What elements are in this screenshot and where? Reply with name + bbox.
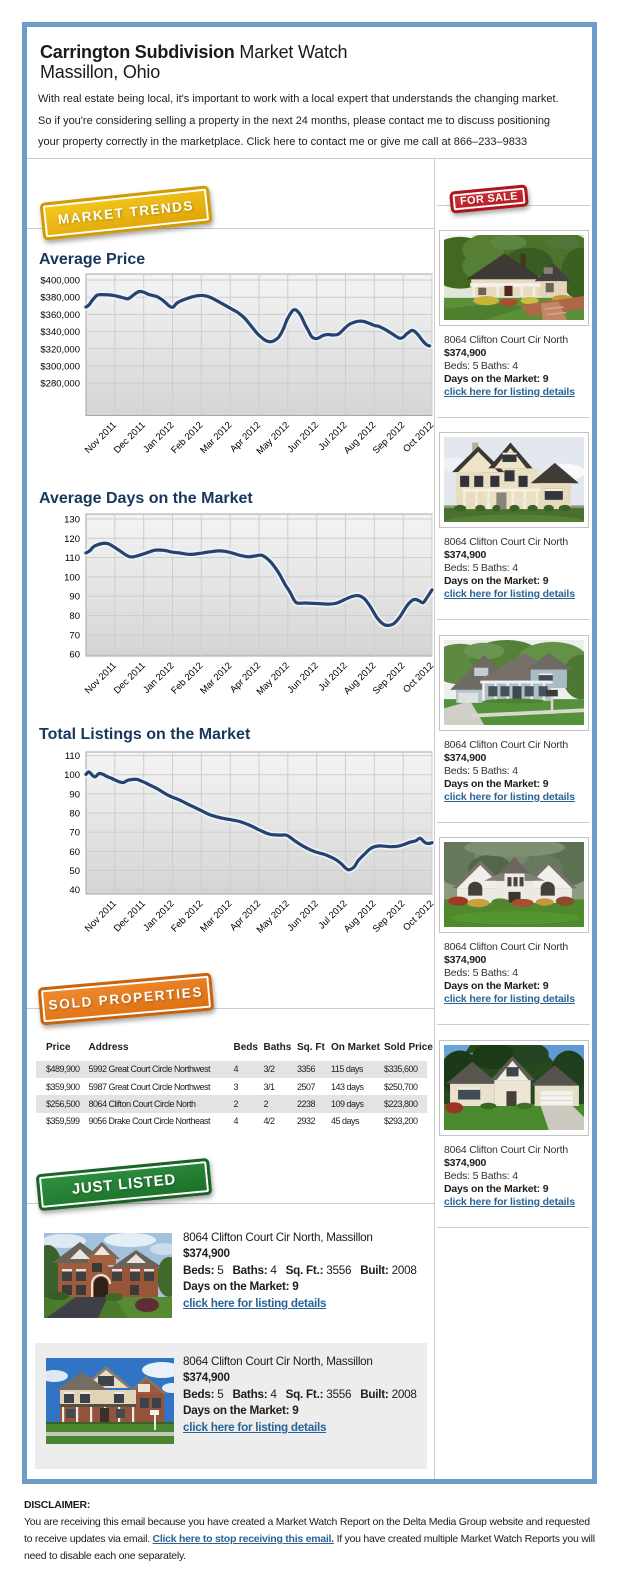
svg-text:Jun 2012: Jun 2012 <box>285 660 320 695</box>
svg-text:70: 70 <box>69 630 80 641</box>
svg-text:120: 120 <box>64 534 80 545</box>
svg-text:Oct 2012: Oct 2012 <box>401 420 436 455</box>
svg-text:Oct 2012: Oct 2012 <box>401 898 436 933</box>
svg-text:$340,000: $340,000 <box>40 327 80 338</box>
svg-text:$300,000: $300,000 <box>40 362 80 373</box>
svg-text:Sep 2012: Sep 2012 <box>371 660 408 697</box>
svg-text:$280,000: $280,000 <box>40 379 80 390</box>
svg-text:50: 50 <box>69 866 80 877</box>
svg-text:40: 40 <box>69 885 80 896</box>
svg-text:Jun 2012: Jun 2012 <box>285 898 320 933</box>
svg-text:110: 110 <box>65 751 80 762</box>
svg-text:Sep 2012: Sep 2012 <box>371 898 408 935</box>
svg-text:Mar 2012: Mar 2012 <box>198 420 234 456</box>
svg-text:60: 60 <box>69 847 80 858</box>
svg-text:60: 60 <box>69 650 80 661</box>
svg-text:Oct 2012: Oct 2012 <box>401 660 436 695</box>
svg-text:Dec 2011: Dec 2011 <box>112 898 148 934</box>
svg-text:100: 100 <box>64 770 80 781</box>
svg-text:Dec 2011: Dec 2011 <box>112 420 148 456</box>
svg-text:110: 110 <box>65 553 80 564</box>
svg-text:$360,000: $360,000 <box>40 310 80 321</box>
svg-text:90: 90 <box>69 592 80 603</box>
svg-text:70: 70 <box>69 828 80 839</box>
svg-text:Sep 2012: Sep 2012 <box>371 420 408 457</box>
svg-text:$380,000: $380,000 <box>40 293 80 304</box>
svg-text:Mar 2012: Mar 2012 <box>198 898 234 934</box>
svg-text:$400,000: $400,000 <box>40 276 80 287</box>
svg-text:Mar 2012: Mar 2012 <box>198 660 234 696</box>
svg-text:Dec 2011: Dec 2011 <box>112 660 148 696</box>
svg-text:130: 130 <box>64 515 80 526</box>
svg-text:$320,000: $320,000 <box>40 344 80 355</box>
svg-text:Jun 2012: Jun 2012 <box>285 420 320 455</box>
svg-text:90: 90 <box>69 789 80 800</box>
svg-text:80: 80 <box>69 611 80 622</box>
svg-text:100: 100 <box>64 572 80 583</box>
svg-text:80: 80 <box>69 809 80 820</box>
